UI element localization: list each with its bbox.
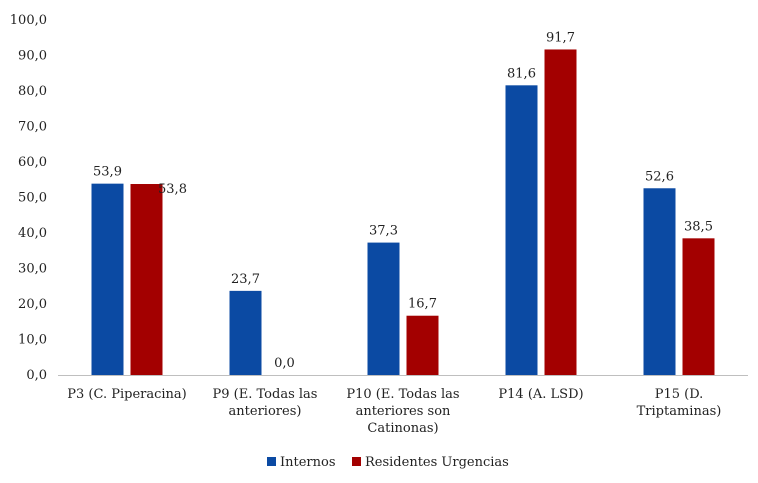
- y-tick-label: 70,0: [18, 120, 47, 135]
- x-category-label: P10 (E. Todas las anteriores son Catinonas…: [346, 387, 459, 436]
- data-label: 37,3: [369, 224, 398, 239]
- bar-internos: [505, 85, 538, 375]
- axis-layer: 0,0 10,0 20,0 30,0 40,0 50,0 60,0 70,0 80,0 90,0 1…: [10, 13, 748, 383]
- y-tick-label: 100,0: [10, 13, 47, 28]
- y-tick-label: 30,0: [18, 262, 47, 277]
- data-label: 53,9: [93, 165, 122, 180]
- x-category-label-line: Catinonas): [367, 421, 438, 436]
- x-category-label-line: anteriores): [229, 404, 302, 419]
- x-category-label-line: P3 (C. Piperacina): [67, 387, 187, 402]
- x-category-label-line: anteriores son: [356, 404, 451, 419]
- bar-internos: [229, 290, 262, 375]
- data-label: 23,7: [231, 272, 260, 287]
- y-tick-label: 60,0: [18, 155, 47, 170]
- legend-swatch-internos: [267, 457, 276, 466]
- bar-layer: [91, 49, 715, 376]
- bar-residentes-urgencias: [544, 49, 577, 376]
- bar-residentes-urgencias: [130, 184, 163, 375]
- x-category-label-line: P9 (E. Todas las: [213, 387, 318, 402]
- x-category-label: P15 (D. Triptaminas): [637, 387, 722, 419]
- legend-swatch-residentes-urgencias: [352, 457, 361, 466]
- data-label: 81,6: [507, 66, 536, 81]
- data-label: 38,5: [684, 219, 713, 234]
- x-category-label-line: Triptaminas): [637, 404, 722, 419]
- y-tick-label: 40,0: [18, 226, 47, 241]
- data-label: 52,6: [645, 169, 674, 184]
- x-category-label: P3 (C. Piperacina): [67, 387, 187, 402]
- y-tick-label: 10,0: [18, 333, 47, 348]
- x-category-label-line: P14 (A. LSD): [498, 387, 583, 402]
- bar-residentes-urgencias: [682, 238, 715, 375]
- y-tick-label: 20,0: [18, 297, 47, 312]
- bar-residentes-urgencias: [406, 315, 439, 375]
- x-category-label-line: P10 (E. Todas las: [346, 387, 459, 402]
- data-label: 53,8: [158, 182, 187, 197]
- x-category-label: P9 (E. Todas las anteriores): [213, 387, 318, 419]
- x-category-label-line: P15 (D.: [655, 387, 704, 402]
- data-label: 16,7: [408, 297, 437, 312]
- y-tick-label: 50,0: [18, 191, 47, 206]
- x-category-label: P14 (A. LSD): [498, 387, 583, 402]
- bar-internos: [643, 188, 676, 375]
- bar-internos: [91, 183, 124, 375]
- data-label-layer: 53,9 53,8 23,7 0,0 37,3 16,7 81,6 91,7 52,6 38,5: [93, 30, 713, 371]
- data-label: 91,7: [546, 30, 575, 45]
- y-tick-label: 90,0: [18, 49, 47, 64]
- legend-label-residentes-urgencias: Residentes Urgencias: [365, 455, 509, 470]
- y-tick-label: 80,0: [18, 84, 47, 99]
- legend-label-internos: Internos: [280, 455, 336, 470]
- legend: Internos Residentes Urgencias: [267, 455, 509, 470]
- data-label: 0,0: [274, 356, 295, 371]
- bar-internos: [367, 242, 400, 375]
- y-tick-label: 0,0: [26, 368, 47, 383]
- category-label-layer: P3 (C. Piperacina) P9 (E. Todas las anteri…: [67, 387, 721, 436]
